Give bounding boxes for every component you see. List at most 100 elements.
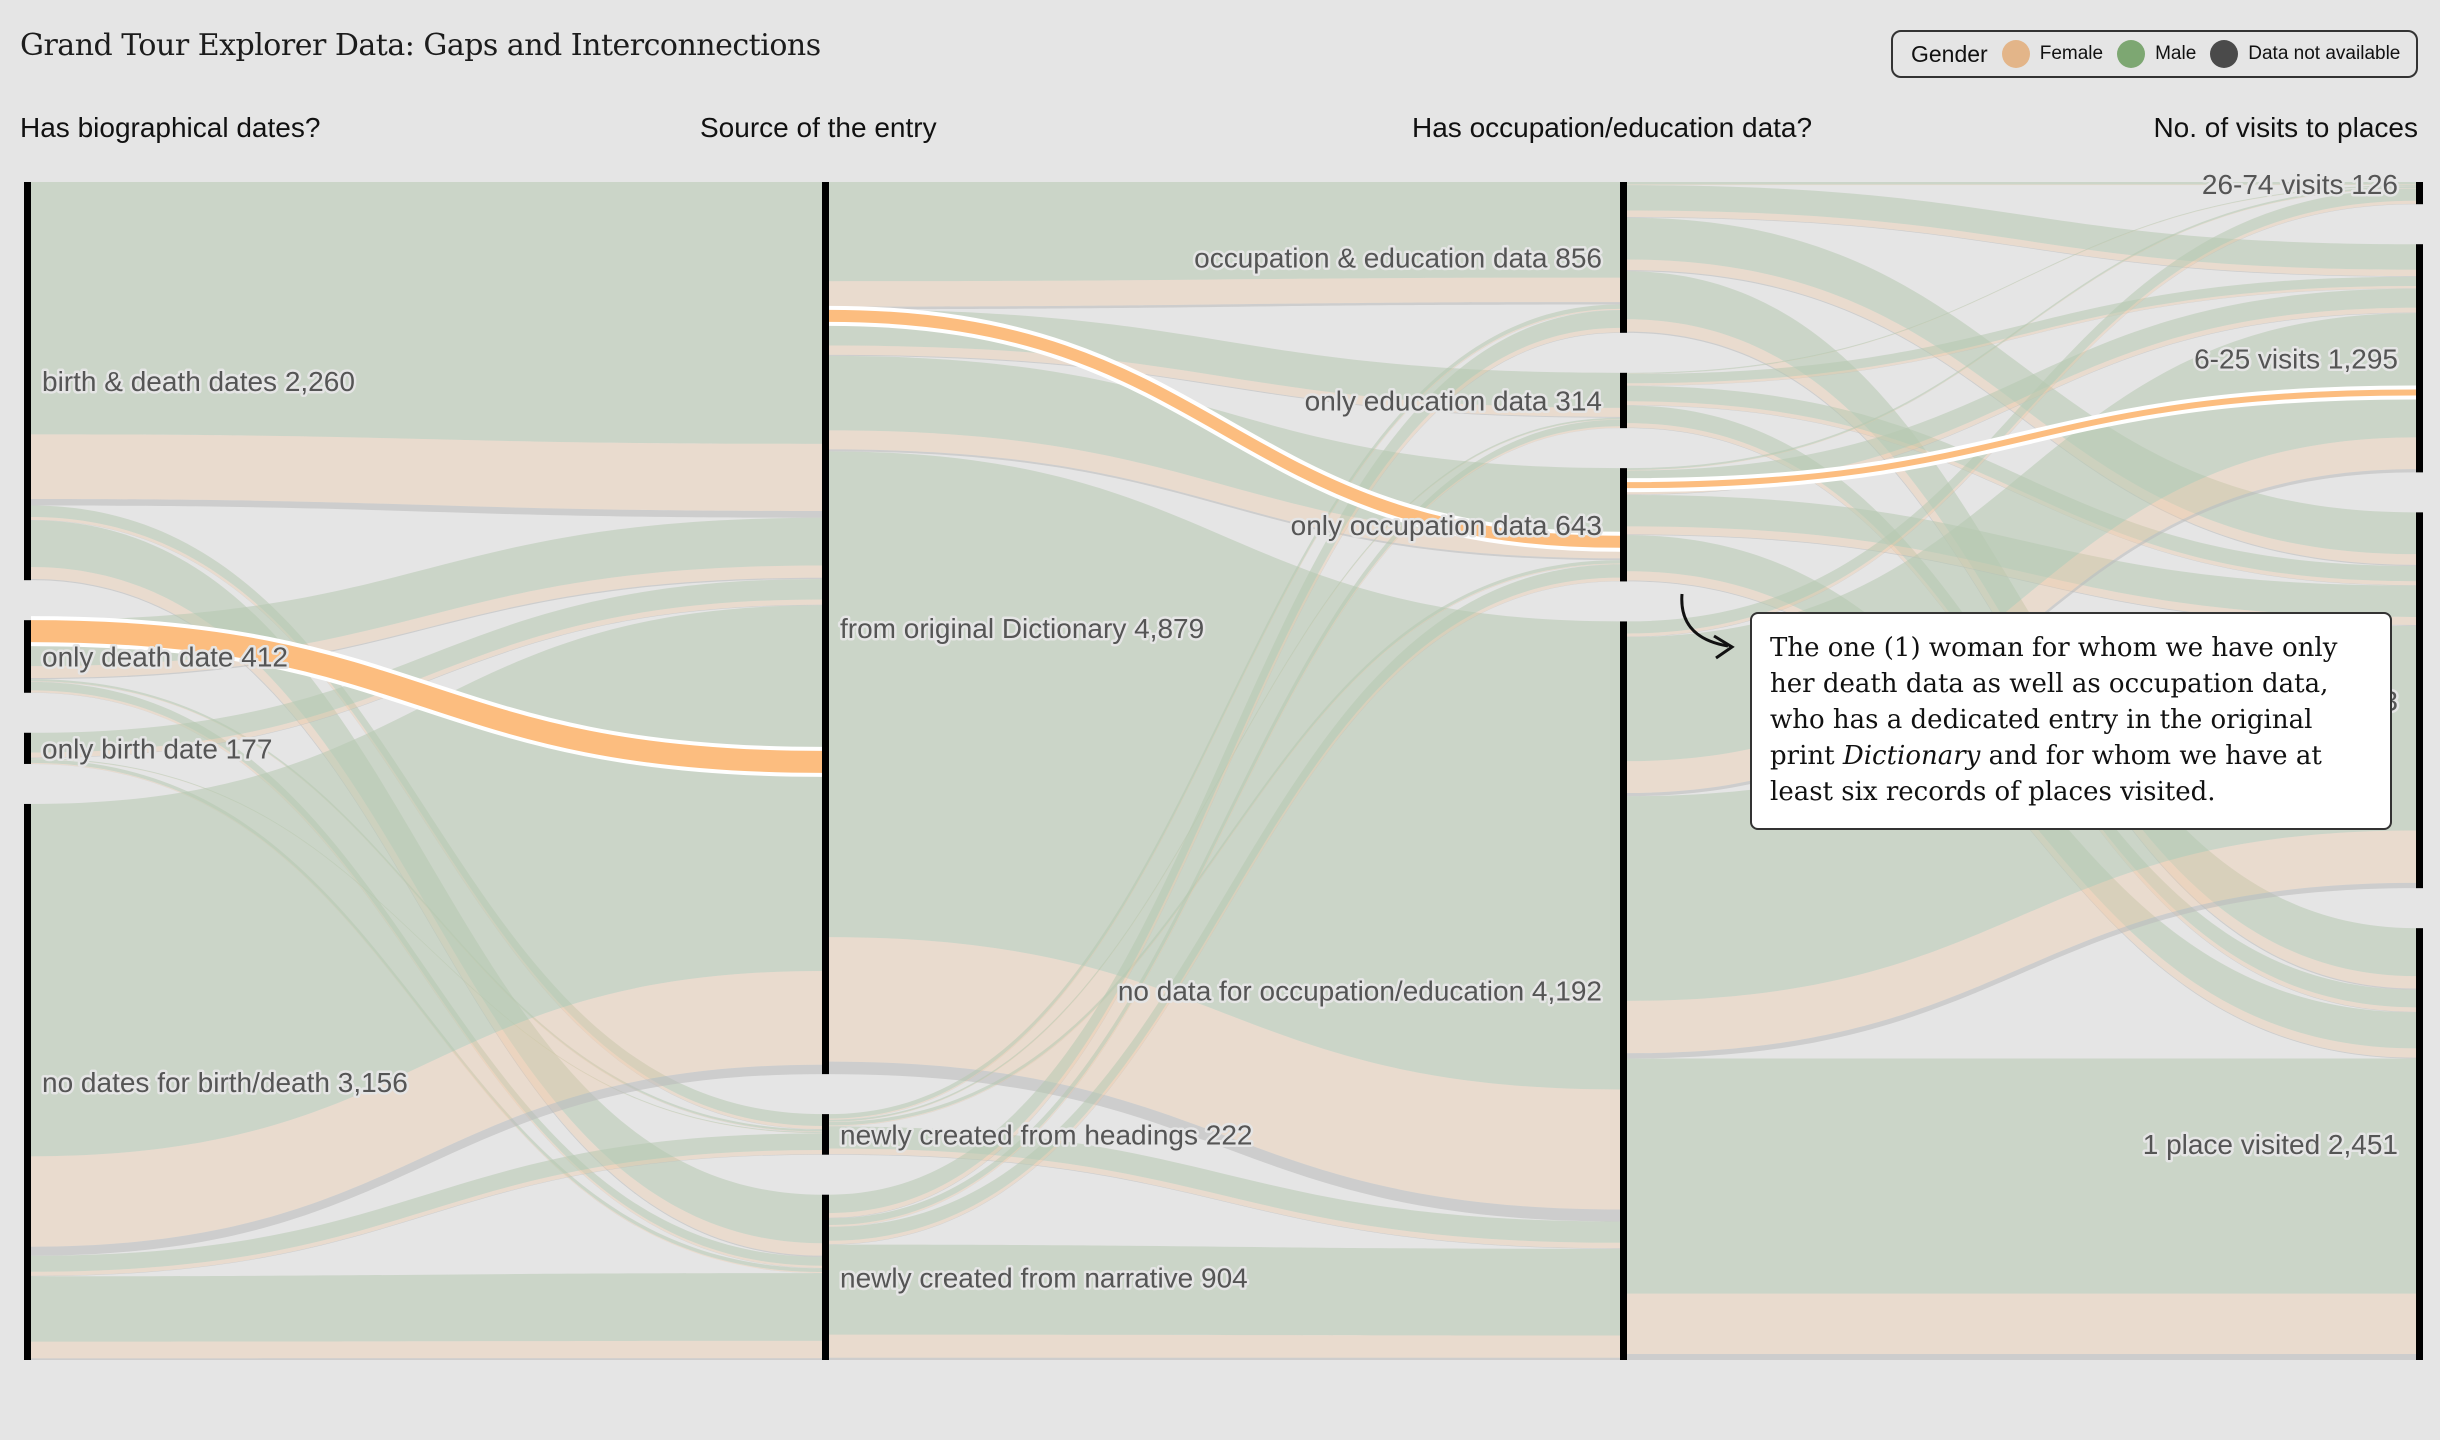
callout-arrowhead [1713,634,1735,660]
flow-band [1627,184,2416,186]
legend-item-na[interactable]: Data not available [2210,40,2400,68]
flow-band [31,1273,822,1342]
node-label: birth & death dates 2,260 [42,366,355,397]
flow-band [1627,882,2416,1059]
flow-band [829,1148,1620,1249]
node-bar[interactable] [822,1194,829,1360]
node-label: only birth date 177 [42,733,272,764]
node-bar[interactable] [24,182,31,581]
node-bar[interactable] [1620,468,1627,582]
flow-band [829,419,1620,1122]
flow-band [829,419,1620,1226]
node-bar[interactable] [24,620,31,693]
flow-band [31,565,822,678]
legend-label-na: Data not available [2248,43,2401,64]
flow-band [1627,185,2416,270]
node-label: only education data 314 [1305,385,1602,416]
flow-band [31,1154,822,1277]
flow-band [1627,210,2416,277]
flow-band [829,560,1620,1126]
flow-band [829,345,1620,417]
node-bar[interactable] [2416,512,2423,889]
flow-band [829,327,1620,1218]
node-bar[interactable] [822,182,829,1075]
node-label: 1 place visited 2,451 [2143,1129,2398,1160]
flow-band [1627,188,2416,471]
node-label: newly created from narrative 904 [840,1262,1248,1293]
flow-band [31,182,822,444]
flow-band [829,419,1620,1123]
legend-item-female[interactable]: Female [2001,40,2104,68]
node-bar[interactable] [2416,244,2423,473]
flow-band [31,1340,822,1359]
flow-band [829,564,1620,1127]
column-header-dates: Has biographical dates? [20,112,321,143]
flow-band [1627,188,2416,471]
node-bar[interactable] [822,1114,829,1155]
callout-text-after: and for whom we have at least six record… [1770,741,2322,807]
flow-band [1627,1058,2416,1294]
node-bar[interactable] [24,803,31,1360]
callout-arrow [1680,593,1729,648]
flow-band [1627,307,2416,495]
flow-band [829,426,1620,1227]
flow-band [829,310,1620,1214]
legend-item-male[interactable]: Male [2117,40,2196,68]
flow-band [829,1357,1620,1360]
flow-band [829,581,1620,1245]
node-bar[interactable] [1620,372,1627,429]
node-label: no data for occupation/education 4,192 [1118,976,1602,1007]
highlight-band [30,620,823,773]
flow-band [31,434,822,512]
flow-band [829,308,1620,1120]
flow-band [829,430,1620,559]
flow-band [829,449,1620,561]
flow-band [829,355,1620,540]
flow-band [1627,830,2416,1054]
node-label: from original Dictionary 4,879 [840,613,1204,644]
node-bar[interactable] [1620,182,1627,333]
flow-band [1627,288,2416,386]
flow-band [1627,188,2416,634]
annotation-callout: The one (1) woman for whom we have only … [1750,612,2392,830]
flow-band [1627,276,2416,384]
flow-band [829,182,1620,282]
flow-band [829,354,1620,418]
flow-band [1627,286,2416,386]
node-bar[interactable] [2416,928,2423,1360]
flow-band [1627,186,2416,374]
flow-band [1627,186,2416,374]
legend-title: Gender [1911,40,1988,67]
flow-band [829,1334,1620,1358]
node-bar[interactable] [24,732,31,764]
flow-band [829,310,1620,1120]
column-header-visits: No. of visits to places [2153,112,2418,143]
flow-band [31,1064,822,1256]
legend-swatch-male [2117,40,2146,68]
node-label: 6-25 visits 1,295 [2194,343,2398,374]
flow-band [31,1133,822,1272]
flow-band [829,1126,1620,1243]
flow-band [829,277,1620,307]
flow-band [31,578,822,753]
flow-band [829,1244,1620,1336]
chart-title: Grand Tour Explorer Data: Gaps and Inter… [20,28,821,63]
flow-band [31,499,822,518]
gender-legend: Gender Female Male Data not available [1891,30,2418,78]
flow-band [1627,1353,2416,1360]
node-label: only occupation data 643 [1291,510,1602,541]
node-bars [24,182,2423,1360]
flow-band [829,937,1620,1210]
node-label: occupation & education data 856 [1194,242,1602,273]
legend-swatch-na [2210,40,2239,68]
flow-band [31,599,822,758]
callout-italic: Dictionary [1842,741,1981,771]
flow-band [829,304,1620,1119]
flow-band [31,577,822,680]
legend-label-female: Female [2039,43,2104,64]
highlight-band [1626,389,2417,489]
node-bar[interactable] [1620,621,1627,1360]
flow-band [31,1150,822,1276]
node-bar[interactable] [2416,182,2423,205]
